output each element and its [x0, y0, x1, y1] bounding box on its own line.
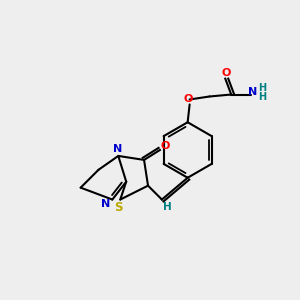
Text: N: N	[101, 200, 110, 209]
Text: H: H	[258, 82, 266, 93]
Text: O: O	[160, 141, 170, 151]
Text: O: O	[222, 68, 231, 78]
Text: N: N	[113, 144, 122, 154]
Text: O: O	[184, 94, 193, 104]
Text: H: H	[258, 92, 266, 103]
Text: N: N	[248, 86, 258, 97]
Text: S: S	[114, 201, 122, 214]
Text: H: H	[164, 202, 172, 212]
